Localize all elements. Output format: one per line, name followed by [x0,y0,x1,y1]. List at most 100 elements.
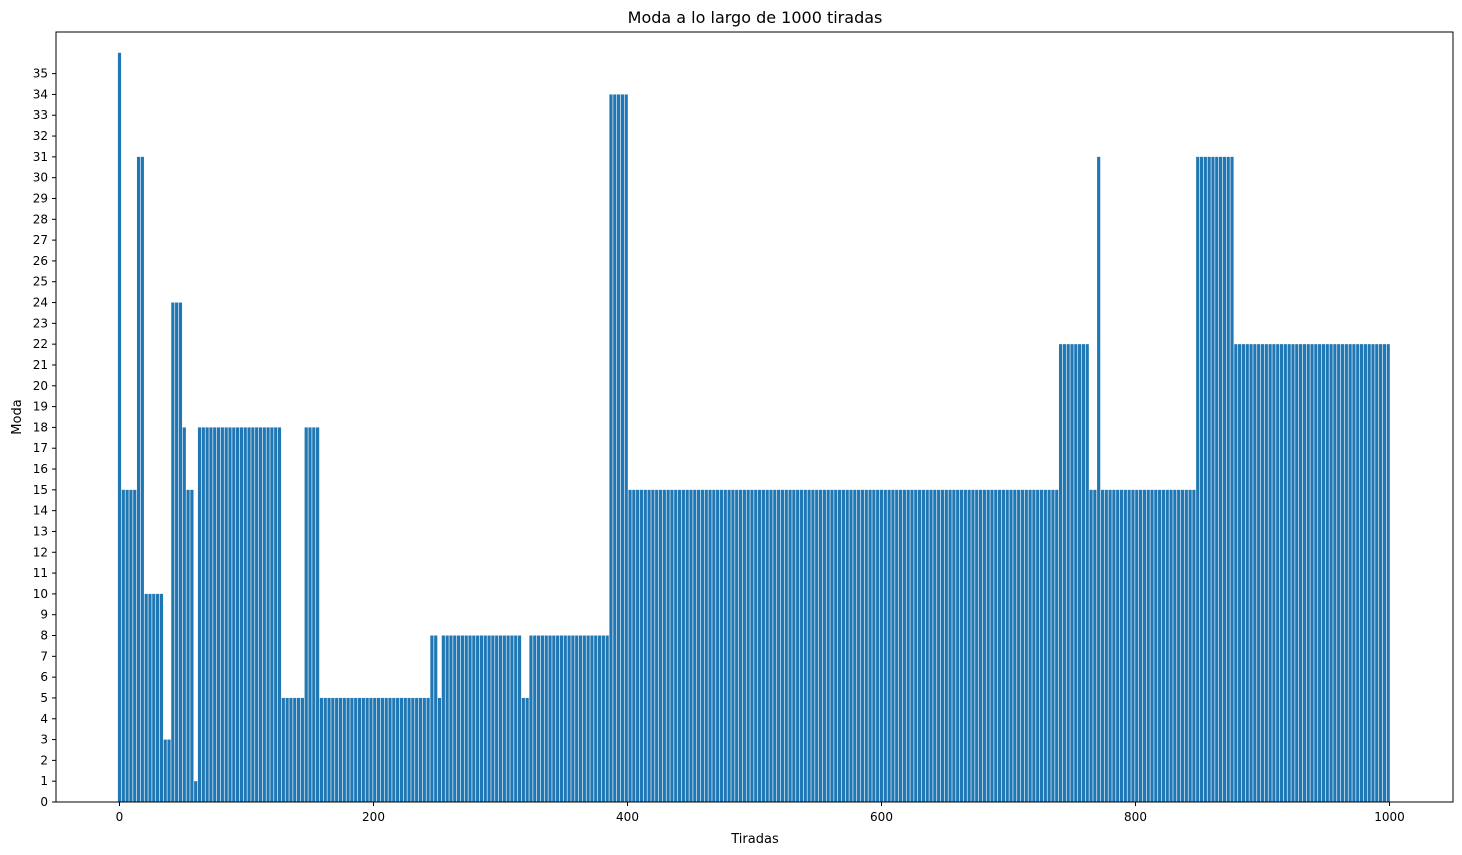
bar [666,489,670,802]
bar [342,697,346,802]
bar [1234,344,1238,802]
bar [1169,489,1173,802]
x-tick-label: 400 [616,810,639,824]
bar [270,427,274,802]
bar [1078,344,1082,802]
bar [1192,489,1196,802]
bar [388,697,392,802]
bar [308,427,312,802]
y-tick-label: 34 [33,87,48,101]
bar [1013,489,1017,802]
bar [152,593,156,802]
bar [224,427,228,802]
bar [445,635,449,802]
bar [365,697,369,802]
bar [773,489,777,802]
bar [1051,489,1055,802]
bar [1100,489,1105,802]
bar [712,489,716,802]
bar [864,489,868,802]
bar [674,489,678,802]
y-tick-label: 16 [33,462,48,476]
bar [540,635,544,802]
bar [1070,344,1074,802]
bar [1062,344,1066,802]
x-tick-label: 0 [116,810,124,824]
bar [1276,344,1280,802]
bar [826,489,830,802]
bar [761,489,765,802]
bar [1211,156,1215,803]
bar [1257,344,1261,802]
bars-group [117,52,1390,803]
bar [639,489,644,802]
bar [1161,489,1166,802]
y-tick-label: 30 [33,171,48,185]
bar [1085,344,1089,802]
y-tick-label: 2 [40,753,48,767]
y-tick-label: 11 [33,566,48,580]
bar [1279,344,1284,802]
bar [323,697,327,802]
bar [605,635,609,802]
y-tick-label: 9 [40,608,48,622]
bar [293,697,297,802]
bar [1249,344,1253,802]
x-axis-label: Tiradas [730,832,779,847]
y-axis-label: Moda [10,399,25,434]
bar [411,697,415,802]
bar [1165,489,1169,802]
bar [1329,344,1333,802]
bar [582,635,586,802]
y-tick-label: 25 [33,275,48,289]
y-tick-label: 5 [40,691,48,705]
bar [796,489,800,802]
bar [750,489,754,802]
bar [822,489,826,802]
bar [434,635,438,802]
bar [274,427,278,802]
bar [1295,344,1299,802]
bar [1058,344,1063,802]
bar [171,302,175,802]
bar [937,489,941,802]
bar [316,427,320,802]
bar [613,94,617,803]
bar [1081,344,1086,802]
bar [216,427,221,802]
bar [1093,489,1097,802]
bar [990,489,994,802]
bar [849,489,853,802]
bar [1238,344,1242,802]
y-tick-label: 18 [33,420,48,434]
bar [426,697,430,802]
y-tick-label: 27 [33,233,48,247]
bar [418,697,423,802]
bar [1119,489,1124,802]
y-tick-label: 17 [33,441,48,455]
bar [948,489,952,802]
bar [1154,489,1158,802]
bar [716,489,720,802]
bar [369,697,373,802]
bar [441,635,445,802]
bar [510,635,514,802]
bar [830,489,834,802]
bar [277,427,282,802]
y-tick-label: 12 [33,545,48,559]
bar [159,593,163,802]
bar [891,489,895,802]
y-tick-label: 29 [33,191,48,205]
bar [609,94,613,803]
bar [1074,344,1078,802]
bar [1207,156,1211,803]
bar [1055,489,1059,802]
bar [887,489,891,802]
bar [491,635,495,802]
bar [655,489,659,802]
bar [552,635,556,802]
bar [380,697,384,802]
bar [1222,156,1226,803]
bar [1367,344,1371,802]
bar [236,427,240,802]
